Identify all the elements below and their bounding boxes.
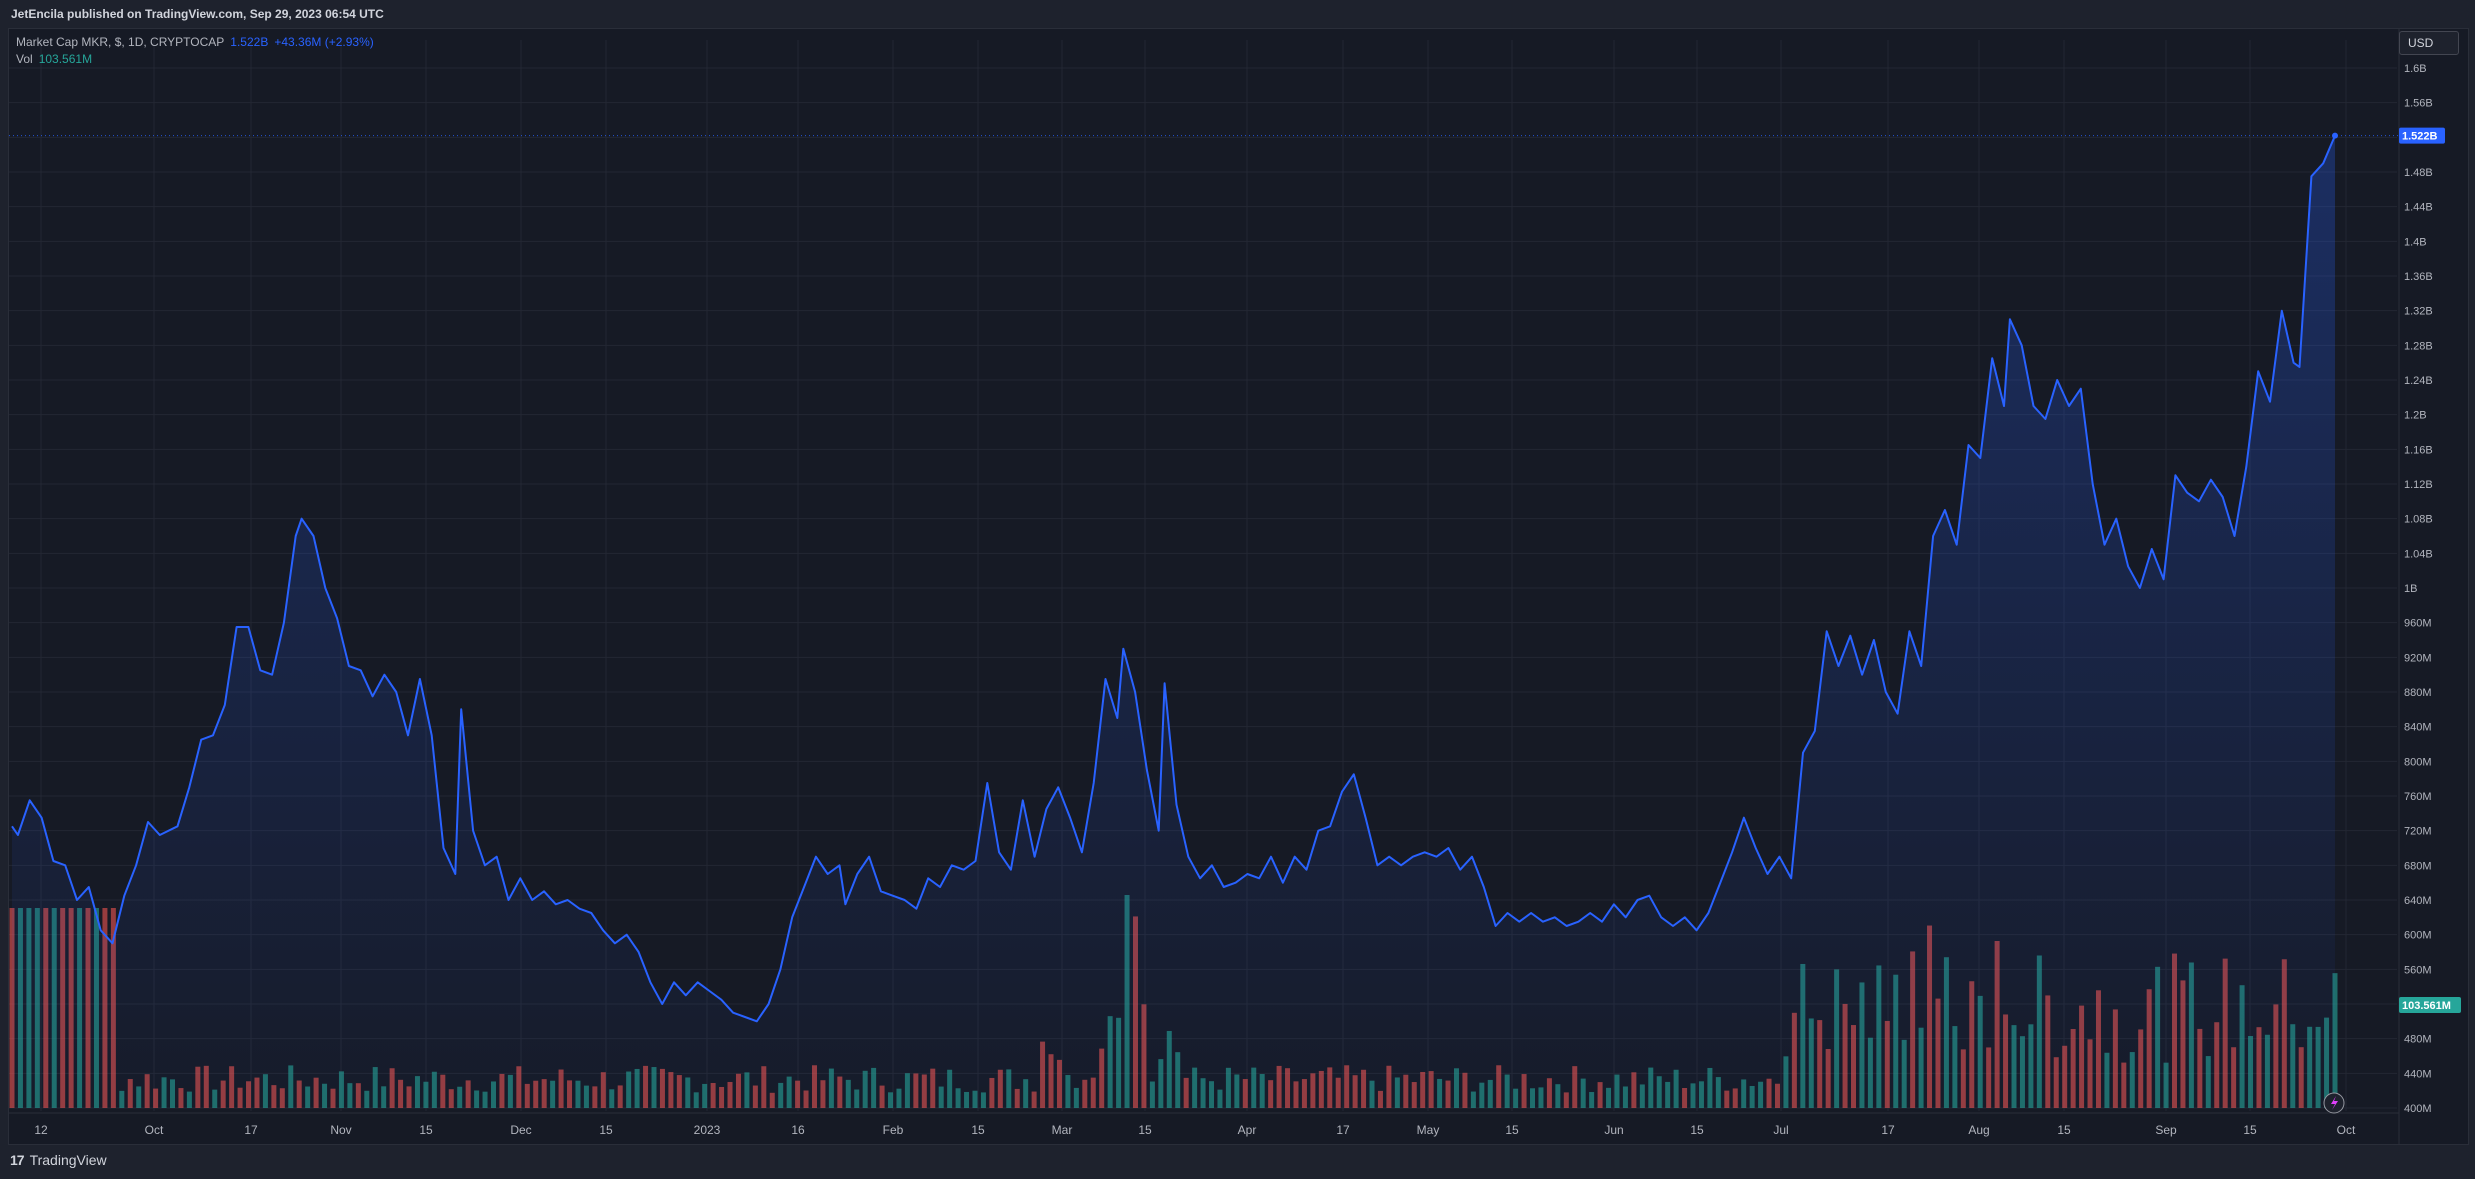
x-tick-label: Dec <box>510 1123 531 1137</box>
x-tick-label: Mar <box>1052 1123 1073 1137</box>
realtime-bolt-glyph <box>2331 1096 2338 1110</box>
x-tick-label: 15 <box>2243 1123 2257 1137</box>
tradingview-logo-icon: 17 <box>10 1152 25 1168</box>
y-tick-label: 1.12B <box>2404 479 2433 491</box>
chart-legend: Market Cap MKR, $, 1D, CRYPTOCAP 1.522B +4… <box>16 34 374 68</box>
volume-legend-row[interactable]: Vol 103.561M <box>16 51 374 68</box>
y-tick-label: 880M <box>2404 687 2432 699</box>
y-tick-label: 1.04B <box>2404 548 2433 560</box>
x-tick-label: May <box>1417 1123 1440 1137</box>
y-tick-label: 1.44B <box>2404 202 2433 214</box>
y-tick-label: 1B <box>2404 583 2417 595</box>
y-tick-label: 600M <box>2404 930 2432 942</box>
last-price-label-text: 1.522B <box>2402 131 2438 143</box>
x-tick-label: 15 <box>1690 1123 1704 1137</box>
y-tick-label: 1.48B <box>2404 167 2433 179</box>
x-tick-label: 15 <box>2057 1123 2071 1137</box>
x-tick-label: Jul <box>1773 1123 1788 1137</box>
x-tick-label: 15 <box>419 1123 433 1137</box>
volume-label: Vol <box>16 52 33 66</box>
y-tick-label: 1.36B <box>2404 271 2433 283</box>
last-price-label-bg <box>2399 127 2445 144</box>
x-tick-label: 15 <box>1138 1123 1152 1137</box>
x-tick-label: Feb <box>883 1123 904 1137</box>
y-tick-label: 1.32B <box>2404 306 2433 318</box>
x-tick-label: 16 <box>791 1123 805 1137</box>
x-tick-label: Sep <box>2155 1123 2177 1137</box>
x-tick-label: Apr <box>1238 1123 1257 1137</box>
y-tick-label: 1.4B <box>2404 236 2427 248</box>
symbol-legend-row[interactable]: Market Cap MKR, $, 1D, CRYPTOCAP 1.522B +4… <box>16 34 374 51</box>
y-tick-label: 800M <box>2404 756 2432 768</box>
x-tick-label: Jun <box>1604 1123 1623 1137</box>
price-change: +43.36M (+2.93%) <box>274 35 374 49</box>
brand-name: TradingView <box>29 1152 107 1168</box>
currency-button[interactable]: USD <box>2399 31 2459 55</box>
y-tick-label: 400M <box>2404 1103 2432 1115</box>
x-tick-label: 15 <box>1505 1123 1519 1137</box>
market-cap-line <box>11 135 2336 1023</box>
x-tick-label: 12 <box>34 1123 48 1137</box>
last-price-label: 1.522B <box>2399 127 2445 144</box>
last-volume-label-text: 103.561M <box>2402 1000 2451 1012</box>
last-price-dot <box>2332 132 2338 139</box>
y-tick-label: 1.24B <box>2404 375 2433 387</box>
x-tick-label: Oct <box>145 1123 164 1137</box>
y-tick-label: 480M <box>2404 1034 2432 1046</box>
market-cap-area <box>12 135 2335 1109</box>
x-tick-label: 17 <box>244 1123 258 1137</box>
x-tick-label: Nov <box>330 1123 351 1137</box>
last-volume-label-bg <box>2399 997 2461 1013</box>
y-tick-label: 840M <box>2404 722 2432 734</box>
published-text: JetEncila published on TradingView.com, … <box>11 7 384 21</box>
y-tick-label: 1.28B <box>2404 340 2433 352</box>
y-tick-label: 1.56B <box>2404 98 2433 110</box>
x-tick-label: Aug <box>1968 1123 1989 1137</box>
y-tick-label: 960M <box>2404 618 2432 630</box>
y-tick-label: 1.2B <box>2404 410 2427 422</box>
last-value: 1.522B <box>230 35 269 49</box>
x-tick-label: 17 <box>1336 1123 1350 1137</box>
y-tick-label: 920M <box>2404 652 2432 664</box>
y-tick-label: 720M <box>2404 826 2432 838</box>
publication-bar: JetEncila published on TradingView.com, … <box>0 0 2475 28</box>
y-tick-label: 1.08B <box>2404 514 2433 526</box>
tradingview-footer[interactable]: 17 TradingView <box>10 1152 107 1168</box>
last-volume-label: 103.561M <box>2399 997 2461 1013</box>
symbol-title: Market Cap MKR, $, 1D, CRYPTOCAP <box>16 35 225 49</box>
y-tick-label: 680M <box>2404 860 2432 872</box>
y-tick-label: 440M <box>2404 1068 2432 1080</box>
x-tick-label: 15 <box>971 1123 985 1137</box>
y-tick-label: 1.16B <box>2404 444 2433 456</box>
volume-value: 103.561M <box>38 52 93 66</box>
y-tick-label: 760M <box>2404 791 2432 803</box>
y-tick-label: 640M <box>2404 895 2432 907</box>
x-tick-label: Oct <box>2337 1123 2356 1137</box>
x-tick-label: 17 <box>1881 1123 1895 1137</box>
y-tick-label: 560M <box>2404 964 2432 976</box>
y-tick-label: 1.6B <box>2404 63 2427 75</box>
x-tick-label: 2023 <box>694 1123 721 1137</box>
x-tick-label: 15 <box>599 1123 613 1137</box>
scroll-to-realtime-icon[interactable] <box>2323 1092 2345 1114</box>
